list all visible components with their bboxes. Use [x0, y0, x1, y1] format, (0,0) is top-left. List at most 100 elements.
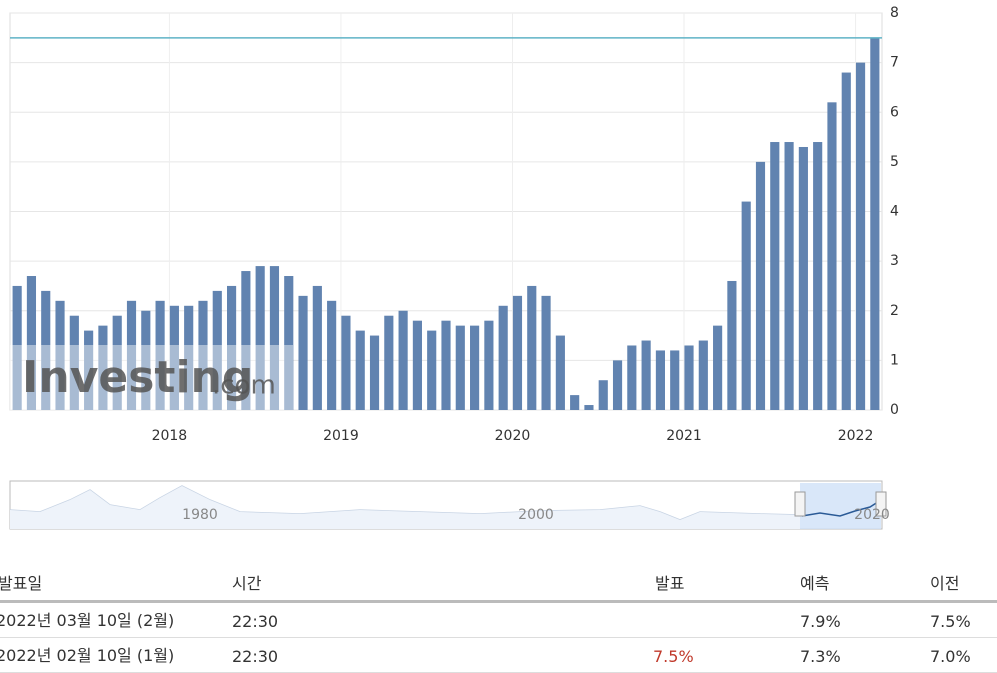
bar: [855, 62, 866, 410]
navigator-selection[interactable]: [800, 483, 881, 529]
bar: [741, 201, 751, 410]
bar: [684, 345, 694, 410]
bar: [369, 335, 380, 410]
bar: [612, 360, 623, 410]
watermark-suffix: .com: [212, 371, 276, 401]
y-tick-label: 7: [890, 55, 899, 71]
bar: [455, 325, 465, 410]
chart: Investing .com 0 1 2 3 4 5 6 7 8 2018 2019 2020 2021…: [9, 5, 899, 530]
navigator-label: 1980: [182, 507, 218, 523]
navigator-selected-line: [801, 499, 882, 517]
bar: [226, 285, 237, 410]
bar: [298, 295, 308, 410]
cell: 22:30: [232, 612, 279, 631]
bar: [441, 320, 451, 410]
header-cell: 예측: [800, 574, 830, 593]
bar: [641, 340, 651, 410]
bar: [541, 295, 551, 410]
table-row: 2022년 02월 10일 (1월) 22:30 7.5% 7.3% 7.0%: [0, 638, 997, 673]
header-cell: 발표일: [0, 574, 43, 593]
bar: [141, 310, 151, 410]
bar: [55, 300, 65, 410]
bar: [798, 146, 808, 411]
bar: [98, 325, 108, 410]
navigator-handle-right[interactable]: [875, 491, 887, 517]
bar: [112, 315, 122, 410]
table: 발표일 시간 발표 예측 이전 2022년 03월 10일 (2월) 22:30…: [0, 540, 997, 673]
bar: [484, 320, 494, 410]
bar: [212, 290, 222, 410]
bar: [598, 380, 608, 410]
y-tick-label: 5: [890, 154, 899, 170]
bar: [755, 161, 766, 410]
bar: [727, 280, 737, 410]
cell: 7.5%: [930, 612, 971, 631]
bar: [341, 315, 351, 410]
bar: [627, 345, 637, 410]
bar: [827, 102, 837, 410]
bar: [155, 300, 165, 410]
cell: 2022년 03월 10일 (2월): [0, 611, 175, 630]
bar: [512, 295, 523, 410]
bar: [813, 142, 823, 410]
header-cell: 시간: [232, 574, 262, 593]
bar: [655, 350, 666, 410]
x-tick-label: 2019: [323, 428, 359, 444]
bar: [269, 266, 280, 410]
table-header: 발표일 시간 발표 예측 이전: [0, 540, 997, 603]
table-row: 2022년 03월 10일 (2월) 22:30 7.9% 7.5%: [0, 603, 997, 638]
cell: 7.3%: [800, 647, 841, 666]
bar: [398, 310, 408, 410]
bar: [312, 285, 322, 410]
bar: [327, 300, 337, 410]
bar: [427, 330, 437, 410]
header-cell: 이전: [930, 574, 960, 593]
bar: [784, 142, 794, 410]
cell: 2022년 02월 10일 (1월): [0, 646, 175, 665]
bar: [412, 320, 422, 410]
y-tick-label: 8: [890, 5, 899, 21]
bar: [84, 330, 94, 410]
y-tick-label: 1: [890, 352, 899, 368]
bar: [498, 305, 508, 410]
x-tick-label: 2018: [152, 428, 188, 444]
cell: 7.9%: [800, 612, 841, 631]
bar: [69, 315, 79, 410]
bar: [470, 325, 480, 410]
bar: [355, 330, 365, 410]
bar: [284, 276, 294, 410]
bar: [870, 37, 880, 410]
y-tick-label: 2: [890, 303, 899, 319]
bar: [169, 305, 179, 410]
bar: [12, 285, 22, 410]
bar: [384, 315, 394, 410]
bar: [555, 335, 565, 410]
y-tick-label: 0: [890, 402, 899, 418]
x-tick-label: 2022: [838, 428, 874, 444]
navigator-label: 2000: [518, 507, 554, 523]
bar: [713, 325, 723, 410]
y-tick-label: 4: [890, 204, 899, 220]
bar: [126, 300, 137, 410]
watermark-bg: [10, 345, 293, 410]
bar: [241, 271, 251, 410]
navigator-label: 2020: [854, 507, 890, 523]
watermark: Investing: [22, 352, 253, 403]
x-tick-label: 2021: [666, 428, 702, 444]
bar: [184, 305, 194, 410]
y-tick-label: 3: [890, 253, 899, 269]
bar: [570, 395, 580, 410]
header-cell: 발표: [655, 574, 685, 593]
bar: [198, 300, 208, 410]
bar: [584, 405, 594, 410]
bar: [527, 285, 537, 410]
y-tick-label: 6: [890, 104, 899, 120]
bar: [26, 276, 37, 410]
cell: 7.5%: [653, 647, 694, 666]
bar: [41, 290, 51, 410]
cell: 7.0%: [930, 647, 971, 666]
bar: [698, 340, 708, 410]
x-tick-label: 2020: [495, 428, 531, 444]
navigator-handle-left[interactable]: [794, 491, 806, 517]
